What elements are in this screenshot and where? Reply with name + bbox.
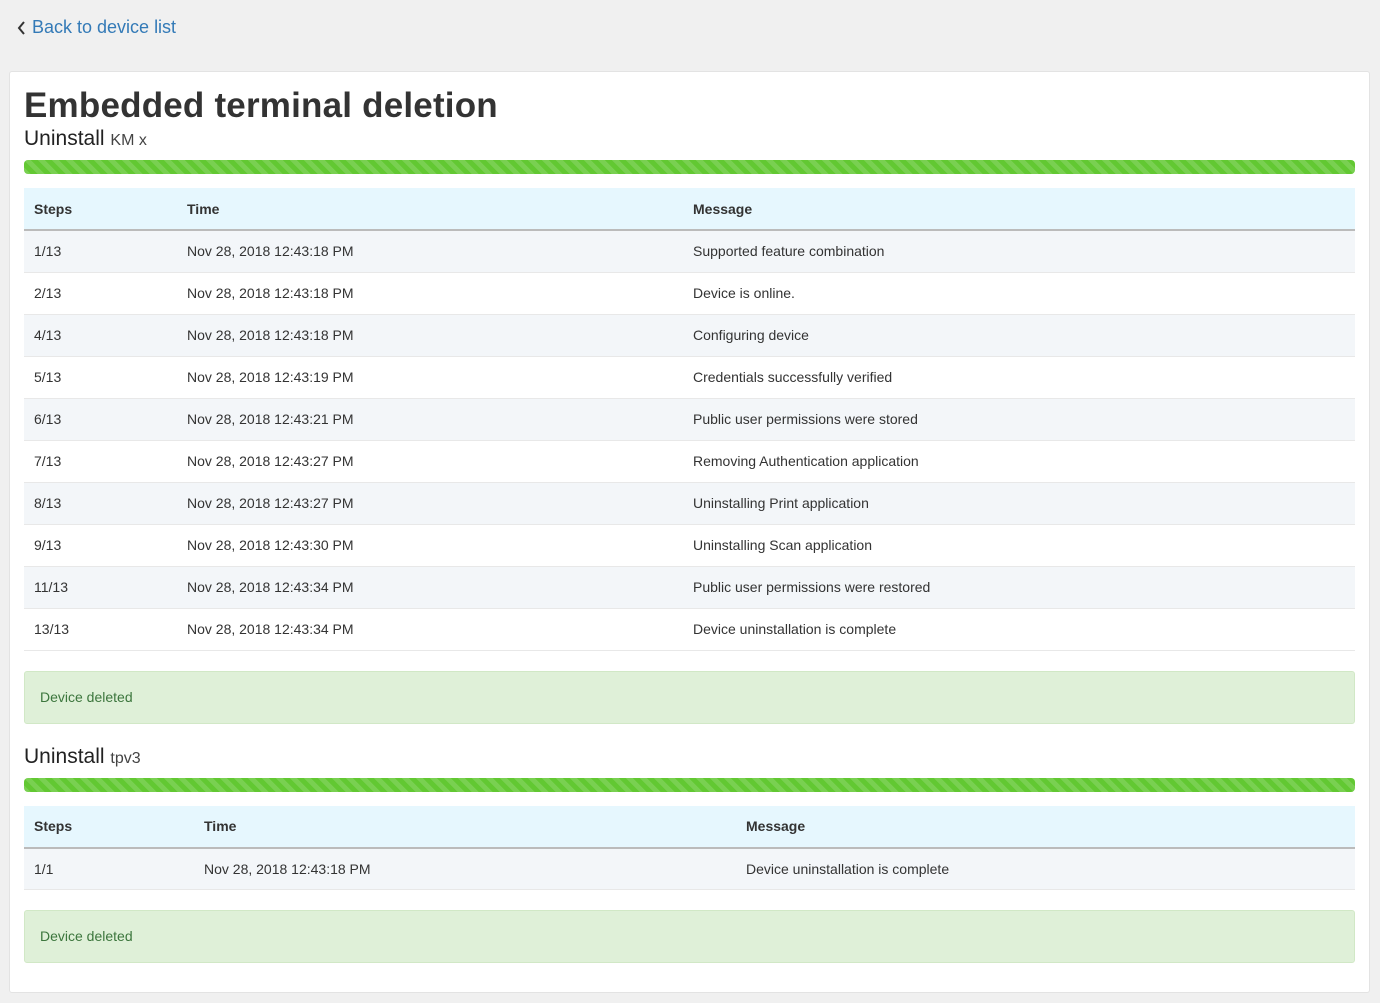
step-cell: 6/13 (24, 398, 177, 441)
steps-header: Steps (24, 805, 194, 849)
step-cell: 7/13 (24, 440, 177, 483)
table-row: 9/13 Nov 28, 2018 12:43:30 PM Uninstalli… (24, 524, 1355, 567)
time-cell: Nov 28, 2018 12:43:21 PM (177, 398, 683, 441)
message-cell: Public user permissions were restored (683, 566, 1355, 609)
section-label: Uninstall (24, 744, 105, 768)
table-row: 1/1 Nov 28, 2018 12:43:18 PM Device unin… (24, 847, 1355, 890)
step-cell: 1/13 (24, 230, 177, 273)
section-label: Uninstall (24, 127, 105, 150)
time-cell: Nov 28, 2018 12:43:19 PM (177, 356, 683, 399)
table-header-row: Steps Time Message (24, 188, 1355, 231)
section-title: Uninstall KM x (24, 126, 1355, 154)
device-name: KM x (110, 132, 147, 149)
steps-table: Steps Time Message 1/1 Nov 28, 2018 12:4… (24, 805, 1355, 890)
table-row: 6/13 Nov 28, 2018 12:43:21 PM Public use… (24, 398, 1355, 441)
uninstall-section: Uninstall tpv3 Steps Time Message 1/1 No… (24, 744, 1355, 963)
time-cell: Nov 28, 2018 12:43:27 PM (177, 440, 683, 483)
step-cell: 4/13 (24, 314, 177, 357)
step-cell: 13/13 (24, 608, 177, 651)
message-cell: Configuring device (683, 314, 1355, 357)
time-cell: Nov 28, 2018 12:43:18 PM (194, 847, 736, 890)
steps-header: Steps (24, 188, 177, 231)
deletion-panel: Embedded terminal deletion Uninstall KM … (9, 71, 1370, 993)
message-header: Message (736, 805, 1355, 849)
table-row: 7/13 Nov 28, 2018 12:43:27 PM Removing A… (24, 440, 1355, 483)
section-title: Uninstall tpv3 (24, 744, 1355, 772)
progress-bar (24, 160, 1355, 174)
time-cell: Nov 28, 2018 12:43:27 PM (177, 482, 683, 525)
message-header: Message (683, 188, 1355, 231)
step-cell: 8/13 (24, 482, 177, 525)
message-cell: Uninstalling Scan application (683, 524, 1355, 567)
time-cell: Nov 28, 2018 12:43:34 PM (177, 608, 683, 651)
time-cell: Nov 28, 2018 12:43:34 PM (177, 566, 683, 609)
time-cell: Nov 28, 2018 12:43:18 PM (177, 314, 683, 357)
message-cell: Device is online. (683, 272, 1355, 315)
steps-table: Steps Time Message 1/13 Nov 28, 2018 12:… (24, 188, 1355, 651)
time-header: Time (194, 805, 736, 849)
message-cell: Device uninstallation is complete (736, 847, 1355, 890)
table-header-row: Steps Time Message (24, 805, 1355, 849)
uninstall-section: Uninstall KM x Steps Time Message 1/13 N… (24, 126, 1355, 724)
device-deleted-alert: Device deleted (24, 910, 1355, 963)
table-row: 5/13 Nov 28, 2018 12:43:19 PM Credential… (24, 356, 1355, 399)
message-cell: Supported feature combination (683, 230, 1355, 273)
time-cell: Nov 28, 2018 12:43:30 PM (177, 524, 683, 567)
message-cell: Credentials successfully verified (683, 356, 1355, 399)
message-cell: Device uninstallation is complete (683, 608, 1355, 651)
table-row: 1/13 Nov 28, 2018 12:43:18 PM Supported … (24, 230, 1355, 273)
table-row: 13/13 Nov 28, 2018 12:43:34 PM Device un… (24, 608, 1355, 651)
message-cell: Removing Authentication application (683, 440, 1355, 483)
device-name: tpv3 (110, 749, 141, 767)
step-cell: 2/13 (24, 272, 177, 315)
step-cell: 9/13 (24, 524, 177, 567)
page-title: Embedded terminal deletion (24, 86, 498, 125)
step-cell: 1/1 (24, 847, 194, 890)
time-header: Time (177, 188, 683, 231)
table-row: 2/13 Nov 28, 2018 12:43:18 PM Device is … (24, 272, 1355, 315)
progress-bar (24, 777, 1355, 792)
step-cell: 5/13 (24, 356, 177, 399)
time-cell: Nov 28, 2018 12:43:18 PM (177, 272, 683, 315)
device-deleted-alert: Device deleted (24, 670, 1355, 724)
message-cell: Uninstalling Print application (683, 482, 1355, 525)
table-row: 8/13 Nov 28, 2018 12:43:27 PM Uninstalli… (24, 482, 1355, 525)
table-row: 11/13 Nov 28, 2018 12:43:34 PM Public us… (24, 566, 1355, 609)
table-row: 4/13 Nov 28, 2018 12:43:18 PM Configurin… (24, 314, 1355, 357)
back-link-label: Back to device list (32, 17, 177, 37)
back-to-device-list-link[interactable]: Back to device list (17, 17, 176, 38)
chevron-left-icon (17, 20, 25, 35)
time-cell: Nov 28, 2018 12:43:18 PM (177, 230, 683, 273)
step-cell: 11/13 (24, 566, 177, 609)
message-cell: Public user permissions were stored (683, 398, 1355, 441)
